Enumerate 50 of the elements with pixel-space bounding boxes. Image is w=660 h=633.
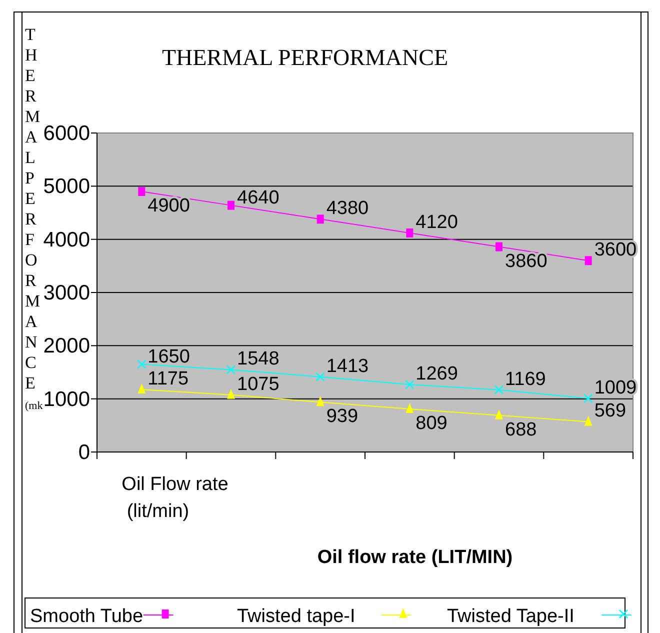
- legend-label: Twisted Tape-II: [447, 606, 574, 627]
- point: [316, 396, 324, 406]
- text: THERMALPERFORMANCE (mk: [25, 25, 43, 412]
- data-label: 1075: [237, 374, 280, 395]
- text: Oil Flow rate (lit/min): [122, 474, 228, 522]
- point: [316, 372, 325, 382]
- point: [495, 409, 503, 420]
- data-label: 1009: [594, 377, 637, 398]
- x-axis-title: Oil flow rate (LIT/MIN): [317, 547, 513, 568]
- legend-label: Twisted tape-I: [237, 606, 356, 627]
- y-tick-label: 3000: [43, 282, 90, 304]
- data-label: 569: [594, 400, 626, 422]
- point: [138, 186, 146, 196]
- point: [496, 242, 502, 252]
- data-label: 4640: [237, 187, 280, 208]
- data-label: 1169: [505, 368, 546, 390]
- point: [584, 256, 592, 266]
- data-label: 4120: [416, 212, 458, 233]
- data-label: 1548: [237, 348, 280, 370]
- data-label: 1650: [148, 346, 190, 368]
- data-label: 3600: [594, 240, 637, 261]
- data-label: 809: [416, 412, 448, 434]
- point: [138, 384, 146, 394]
- y-tick-label: 4000: [43, 228, 90, 252]
- point: [405, 380, 414, 390]
- point: [584, 416, 592, 426]
- data-label: 3860: [505, 250, 548, 272]
- point: [316, 214, 324, 224]
- point: [406, 228, 414, 238]
- y-tick-label: 5000: [43, 175, 90, 198]
- data-label: 1175: [148, 368, 189, 390]
- point: [228, 200, 234, 210]
- chart-title: THERMAL PERFORMANCE: [162, 45, 448, 70]
- y-tick-label: 2000: [43, 334, 90, 358]
- point: [227, 388, 235, 399]
- point: [406, 402, 414, 413]
- y-tick-label: 6000: [43, 122, 90, 145]
- point: [137, 360, 146, 369]
- legend-label: Smooth Tube: [30, 606, 144, 627]
- point: [494, 385, 504, 394]
- point: [584, 394, 593, 404]
- data-label: 1269: [416, 364, 458, 385]
- y-tick-label: 1000: [43, 388, 90, 411]
- y-tick-label: 0: [78, 441, 90, 464]
- data-label: 688: [505, 419, 537, 440]
- data-label: 939: [326, 406, 358, 428]
- data-label: 4380: [326, 198, 369, 220]
- data-label: 1413: [326, 356, 369, 377]
- data-label: 4900: [148, 195, 190, 216]
- point: [226, 365, 236, 374]
